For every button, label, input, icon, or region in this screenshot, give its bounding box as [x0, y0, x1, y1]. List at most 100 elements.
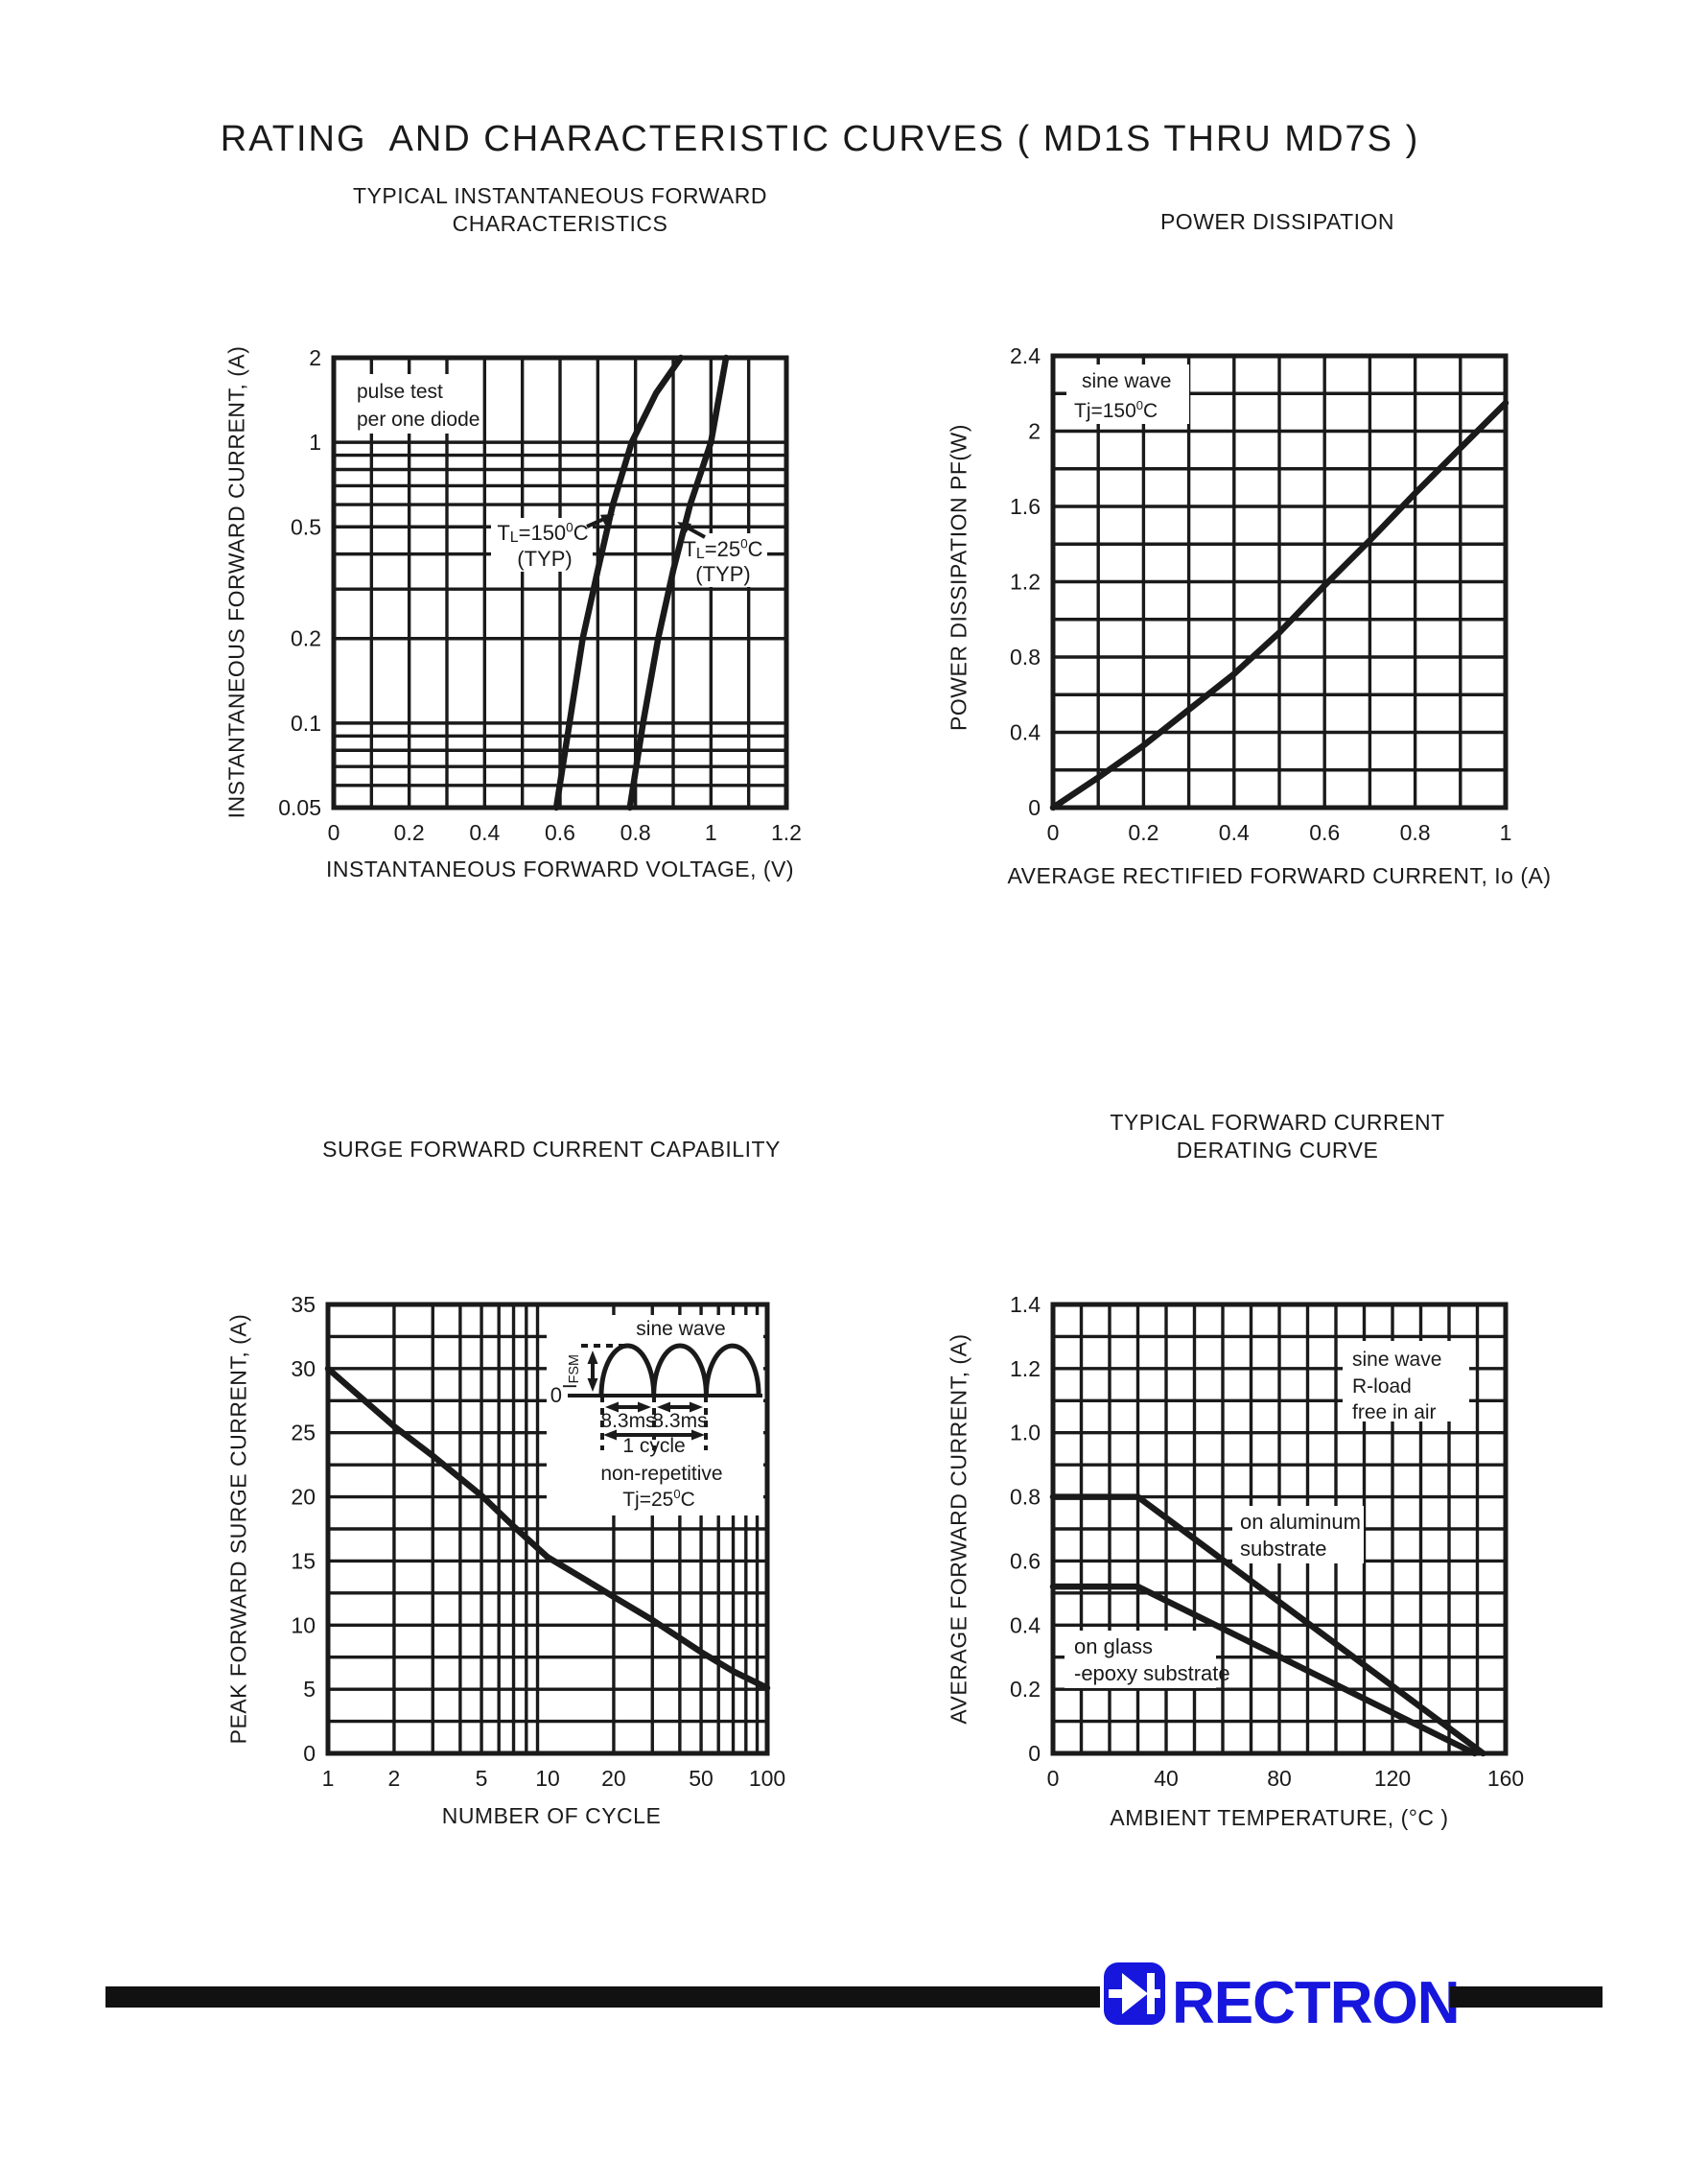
svg-text:0.4: 0.4	[1010, 720, 1041, 745]
svg-text:Tj=250C: Tj=250C	[622, 1487, 695, 1511]
brand-wordmark: RECTRON	[1172, 1970, 1461, 2036]
svg-text:sine wave: sine wave	[1352, 1349, 1441, 1371]
derating-curve-annotations: sine wave R-load free in air	[1065, 1341, 1469, 1688]
chart3-x-axis-label: NUMBER OF CYCLE	[441, 1803, 662, 1828]
svg-text:0.2: 0.2	[1010, 1677, 1041, 1702]
derating-curve-frame	[1050, 1302, 1509, 1756]
svg-text:0.6: 0.6	[1010, 1548, 1041, 1573]
page-title: RATING AND CHARACTERISTIC CURVES ( MD1S …	[220, 119, 1420, 159]
svg-text:10: 10	[535, 1766, 560, 1791]
svg-text:0: 0	[1047, 820, 1060, 845]
svg-text:0.8: 0.8	[1400, 820, 1431, 845]
svg-text:0: 0	[550, 1383, 562, 1407]
chart4-title-line2: DERATING CURVE	[1176, 1138, 1379, 1163]
svg-text:1.6: 1.6	[1010, 494, 1041, 519]
svg-text:(TYP): (TYP)	[517, 547, 572, 571]
sine-wave-icon	[598, 1343, 761, 1397]
svg-text:80: 80	[1267, 1766, 1292, 1791]
svg-text:1.2: 1.2	[771, 820, 802, 845]
svg-text:on aluminum: on aluminum	[1240, 1510, 1361, 1534]
svg-text:1: 1	[322, 1766, 335, 1791]
svg-text:0: 0	[1028, 795, 1041, 820]
svg-text:(TYP): (TYP)	[695, 562, 750, 586]
chart1-title: TYPICAL INSTANTANEOUS FORWARD CHARACTERI…	[353, 182, 767, 238]
svg-text:5: 5	[476, 1766, 488, 1791]
svg-text:1.0: 1.0	[1010, 1421, 1041, 1445]
svg-text:non-repetitive: non-repetitive	[600, 1463, 722, 1485]
svg-text:120: 120	[1374, 1766, 1411, 1791]
power-dissipation-grid	[1053, 356, 1506, 808]
svg-text:2: 2	[388, 1766, 401, 1791]
forward-characteristics-frame	[331, 355, 789, 810]
svg-text:TL=1500C: TL=1500C	[497, 521, 588, 547]
svg-text:1 cycle: 1 cycle	[622, 1435, 685, 1457]
chart-derating-curve: sine wave R-load free in air on aluminum sub…	[1010, 1292, 1524, 1791]
svg-text:8.3ms: 8.3ms	[600, 1410, 655, 1432]
svg-text:160: 160	[1487, 1766, 1524, 1791]
svg-text:substrate: substrate	[1240, 1537, 1327, 1561]
svg-text:8.3ms: 8.3ms	[652, 1410, 707, 1432]
svg-text:sine wave: sine wave	[1082, 370, 1171, 392]
chart3-title-line1: SURGE FORWARD CURRENT CAPABILITY	[322, 1137, 781, 1162]
svg-text:0: 0	[303, 1741, 316, 1766]
svg-text:free in air: free in air	[1352, 1401, 1437, 1423]
svg-text:0.2: 0.2	[291, 626, 321, 651]
svg-text:Tj=1500C: Tj=1500C	[1074, 398, 1158, 422]
surge-capability-frame	[325, 1302, 770, 1756]
svg-text:0: 0	[328, 820, 340, 845]
chart1-title-line2: CHARACTERISTICS	[452, 211, 668, 236]
diode-icon	[1109, 1973, 1160, 2014]
chart1-x-axis-label: INSTANTANEOUS FORWARD VOLTAGE, (V)	[325, 857, 795, 881]
svg-text:0.6: 0.6	[545, 820, 575, 845]
forward-characteristics-tick-labels: 0 0.2 0.4 0.6 0.8 1 1.2 2 1 0.5 0.2 0.1 0.05	[278, 345, 802, 845]
svg-text:0.4: 0.4	[1219, 820, 1250, 845]
power-dissipation-curve-0	[1049, 399, 1509, 811]
chart2-x-axis-label: AVERAGE RECTIFIED FORWARD CURRENT, Io (A…	[1007, 863, 1552, 888]
svg-text:0.05: 0.05	[278, 795, 321, 820]
svg-text:15: 15	[291, 1548, 316, 1573]
svg-text:0: 0	[1047, 1766, 1060, 1791]
svg-text:30: 30	[291, 1356, 316, 1381]
svg-text:1: 1	[705, 820, 717, 845]
chart-power-dissipation: sine wave Tj=1500C 0 0.2 0.4 0.6 0.8 1 0 0.4 0.8 1.…	[1010, 343, 1511, 845]
svg-text:1: 1	[309, 430, 321, 455]
svg-text:TL=250C: TL=250C	[683, 537, 762, 563]
svg-text:20: 20	[601, 1766, 626, 1791]
footer-rule-left	[105, 1986, 1100, 2008]
svg-text:35: 35	[291, 1292, 316, 1317]
surge-capability-curve-0	[324, 1365, 771, 1692]
power-dissipation-tick-labels: 0 0.2 0.4 0.6 0.8 1 0 0.4 0.8 1.2 1.6 2 2.4	[1010, 343, 1511, 845]
chart2-title: POWER DISSIPATION	[1160, 208, 1394, 236]
footer-rule-right	[1450, 1986, 1603, 2008]
svg-text:0.5: 0.5	[291, 514, 321, 539]
svg-text:0.8: 0.8	[620, 820, 651, 845]
svg-text:pulse test: pulse test	[357, 381, 443, 403]
svg-text:25: 25	[291, 1421, 316, 1445]
derating-curve-curve-0	[1049, 1493, 1486, 1757]
svg-text:-epoxy substrate: -epoxy substrate	[1074, 1661, 1230, 1685]
power-dissipation-frame	[1050, 353, 1509, 810]
power-dissipation-annotations: sine wave Tj=1500C	[1066, 364, 1189, 424]
svg-text:0: 0	[1028, 1741, 1041, 1766]
svg-text:2: 2	[309, 345, 321, 370]
derating-curve-tick-labels: 0 40 80 120 160 0 0.2 0.4 0.6 0.8 1.0 1.2 1.4	[1010, 1292, 1524, 1791]
svg-text:10: 10	[291, 1612, 316, 1637]
svg-text:0.1: 0.1	[291, 711, 321, 736]
svg-text:1.2: 1.2	[1010, 570, 1041, 595]
svg-text:0.2: 0.2	[1128, 820, 1158, 845]
svg-text:100: 100	[749, 1766, 785, 1791]
chart2-title-line1: POWER DISSIPATION	[1159, 209, 1395, 234]
svg-text:1.2: 1.2	[1010, 1356, 1041, 1381]
chart1-title-line1: TYPICAL INSTANTANEOUS FORWARD	[353, 183, 767, 208]
forward-characteristics-curve-0	[552, 354, 685, 811]
svg-text:0.4: 0.4	[469, 820, 500, 845]
chart4-title-line1: TYPICAL FORWARD CURRENT	[1110, 1110, 1445, 1135]
svg-text:0.8: 0.8	[1010, 645, 1041, 669]
svg-text:2.4: 2.4	[1010, 343, 1041, 368]
